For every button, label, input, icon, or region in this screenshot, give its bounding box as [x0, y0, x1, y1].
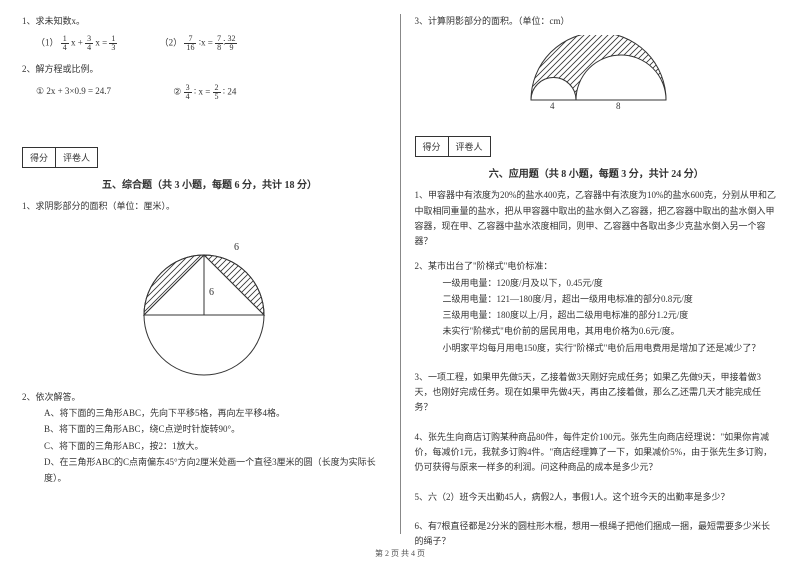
left-column: 1、求未知数x。 （1） 14 x + 34 x = 13 （2） 716 ∶x…: [22, 14, 386, 534]
score-label: 得分: [22, 147, 55, 168]
grader-label: 评卷人: [448, 136, 491, 157]
opt-d: D、在三角形ABC的C点南偏东45°方向2厘米处画一个直径3厘米的圆（长度为实际…: [44, 454, 386, 486]
page-footer: 第 2 页 共 4 页: [0, 548, 800, 559]
svg-text:8: 8: [616, 101, 621, 110]
question-1: 1、求未知数x。 （1） 14 x + 34 x = 13 （2） 716 ∶x…: [22, 14, 386, 52]
section-5-title: 五、综合题（共 3 小题，每题 6 分，共计 18 分）: [22, 176, 386, 191]
question-5-2: 2、依次解答。 A、将下面的三角形ABC，先向下平移5格，再向左平移4格。 B、…: [22, 390, 386, 486]
figure-circle-triangle: 6 6: [104, 220, 304, 380]
question-5-1: 1、求阴影部分的面积（单位：厘米）。 6 6: [22, 199, 386, 380]
question-6-3: 3、一项工程，如果甲先做5天，乙接着做3天刚好完成任务；如果乙先做9天，甲接着做…: [415, 370, 779, 416]
q1-eq2: （2） 716 ∶x = 78∶329: [160, 35, 238, 52]
right-column: 3、计算阴影部分的面积。（单位：cm） 4 8 得分 评卷人 六、应用题（共 8…: [415, 14, 779, 534]
q2-title: 2、解方程或比例。: [22, 62, 386, 77]
question-6-5: 5、六（2）班今天出勤45人，病假2人，事假1人。这个班今天的出勤率是多少？: [415, 490, 779, 505]
grader-label: 评卷人: [55, 147, 98, 168]
question-3: 3、计算阴影部分的面积。（单位：cm） 4 8: [415, 14, 779, 110]
question-6-6: 6、有7根直径都是2分米的圆柱形木棍，想用一根绳子把他们捆成一捆，最短需要多少米…: [415, 519, 779, 550]
score-box-6: 得分 评卷人: [415, 136, 491, 157]
score-box-5: 得分 评卷人: [22, 147, 98, 168]
svg-text:4: 4: [550, 101, 555, 110]
column-divider: [400, 14, 401, 534]
question-6-1: 1、甲容器中有浓度为20%的盐水400克，乙容器中有浓度为10%的盐水600克，…: [415, 188, 779, 249]
svg-text:6: 6: [234, 242, 239, 253]
section-6-title: 六、应用题（共 8 小题，每题 3 分，共计 24 分）: [415, 165, 779, 180]
q1-eq1: （1） 14 x + 34 x = 13: [36, 35, 117, 52]
q1-title: 1、求未知数x。: [22, 14, 386, 29]
q2-eq2: ② 34 ∶ x = 25 ∶ 24: [173, 84, 236, 101]
opt-c: C、将下面的三角形ABC，按2：1放大。: [44, 438, 386, 454]
score-label: 得分: [415, 136, 448, 157]
figure-semicircles: 4 8: [506, 35, 686, 110]
question-2: 2、解方程或比例。 ① 2x + 3×0.9 = 24.7 ② 34 ∶ x =…: [22, 62, 386, 100]
q2-eq1: ① 2x + 3×0.9 = 24.7: [36, 84, 111, 99]
question-6-4: 4、张先生向商店订购某种商品80件，每件定价100元。张先生向商店经理说："如果…: [415, 430, 779, 476]
svg-text:6: 6: [209, 287, 214, 298]
question-6-2: 2、某市出台了"阶梯式"电价标准： 一级用电量：120度/月及以下，0.45元/…: [415, 259, 779, 355]
opt-a: A、将下面的三角形ABC，先向下平移5格，再向左平移4格。: [44, 405, 386, 421]
opt-b: B、将下面的三角形ABC，绕C点逆时针旋转90°。: [44, 421, 386, 437]
